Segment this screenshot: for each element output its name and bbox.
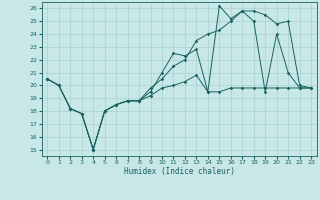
X-axis label: Humidex (Indice chaleur): Humidex (Indice chaleur) [124,167,235,176]
